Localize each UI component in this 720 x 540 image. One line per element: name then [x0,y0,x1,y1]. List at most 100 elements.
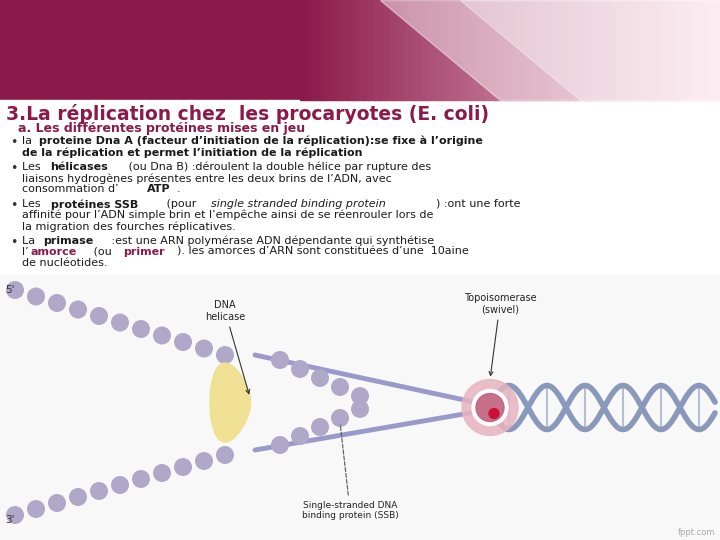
Bar [647,0,653,100]
Bar [384,0,390,100]
Bar [626,0,631,100]
Text: 3': 3' [5,515,14,525]
Circle shape [351,387,369,405]
Circle shape [48,494,66,512]
Bar [521,0,527,100]
Text: .: . [177,184,181,194]
Text: hélicases: hélicases [50,162,108,172]
Circle shape [195,340,213,357]
Polygon shape [210,363,251,442]
Text: •: • [10,199,17,212]
Bar [457,0,464,100]
Circle shape [351,400,369,418]
Text: l’: l’ [22,247,29,257]
Bar [715,0,720,100]
Bar [526,0,532,100]
Bar [374,0,379,100]
Text: Les: Les [22,199,44,209]
Bar [694,0,700,100]
Bar [410,0,416,100]
Bar [379,0,385,100]
Circle shape [271,436,289,454]
Bar [426,0,432,100]
Text: (pour: (pour [163,199,200,209]
Text: ATP: ATP [147,184,171,194]
Text: (ou Dna B) :déroulent la double hélice par rupture des: (ou Dna B) :déroulent la double hélice p… [125,162,431,172]
Text: amorce: amorce [30,247,77,257]
Text: (ou: (ou [90,247,115,257]
Bar [494,0,500,100]
Bar [709,0,716,100]
Text: protéines SSB: protéines SSB [50,199,138,210]
Circle shape [48,294,66,312]
Circle shape [216,446,234,464]
Bar [583,0,590,100]
Circle shape [69,300,87,319]
Circle shape [132,470,150,488]
Bar [557,0,564,100]
Circle shape [90,307,108,325]
Bar [452,0,459,100]
Bar [489,0,495,100]
Bar [667,0,674,100]
Bar [484,0,490,100]
Circle shape [153,327,171,345]
Bar [516,0,521,100]
Bar [310,0,317,100]
Text: •: • [10,136,17,149]
Bar [342,0,348,100]
Text: a. Les différentes protéines mises en jeu: a. Les différentes protéines mises en je… [18,122,305,135]
Text: Single-stranded DNA
binding protein (SSB): Single-stranded DNA binding protein (SSB… [302,425,398,520]
Bar [589,0,595,100]
Bar [610,0,616,100]
Bar [331,0,338,100]
Bar [500,0,505,100]
Bar [390,0,395,100]
Bar [353,0,359,100]
Bar [657,0,663,100]
Polygon shape [380,0,720,100]
Bar [562,0,569,100]
Bar [400,0,406,100]
Circle shape [69,488,87,506]
Bar [431,0,438,100]
Bar [436,0,443,100]
Bar [541,0,548,100]
Bar [368,0,374,100]
Bar [321,0,328,100]
Bar [536,0,542,100]
Text: :est une ARN polymérase ADN dépendante qui synthétise: :est une ARN polymérase ADN dépendante q… [108,236,434,246]
Text: consommation d’: consommation d’ [22,184,119,194]
Bar [531,0,537,100]
Bar [405,0,411,100]
Text: de la réplication et permet l’initiation de la réplication: de la réplication et permet l’initiation… [22,147,362,158]
Bar [447,0,454,100]
Bar [552,0,558,100]
Bar [415,0,422,100]
Bar [546,0,553,100]
Text: ) :ont une forte: ) :ont une forte [436,199,521,209]
Circle shape [27,287,45,306]
Circle shape [311,369,329,387]
Circle shape [462,380,518,435]
Bar [578,0,585,100]
Bar [420,0,427,100]
Bar [620,0,626,100]
Polygon shape [460,0,720,100]
Bar [631,0,637,100]
Bar [316,0,322,100]
Bar [0,0,720,100]
Text: la migration des fourches réplicatives.: la migration des fourches réplicatives. [22,221,235,232]
Bar [337,0,343,100]
Text: proteine Dna A (facteur d’initiation de la réplication):se fixe à l’origine: proteine Dna A (facteur d’initiation de … [40,136,483,146]
Circle shape [6,506,24,524]
Bar [468,0,474,100]
Bar [326,0,333,100]
Text: 3.La réplication chez  les procaryotes (E. coli): 3.La réplication chez les procaryotes (E… [6,104,489,124]
Circle shape [153,464,171,482]
Circle shape [476,394,504,422]
Circle shape [195,452,213,470]
Bar [704,0,711,100]
Bar [358,0,364,100]
Circle shape [291,360,309,378]
